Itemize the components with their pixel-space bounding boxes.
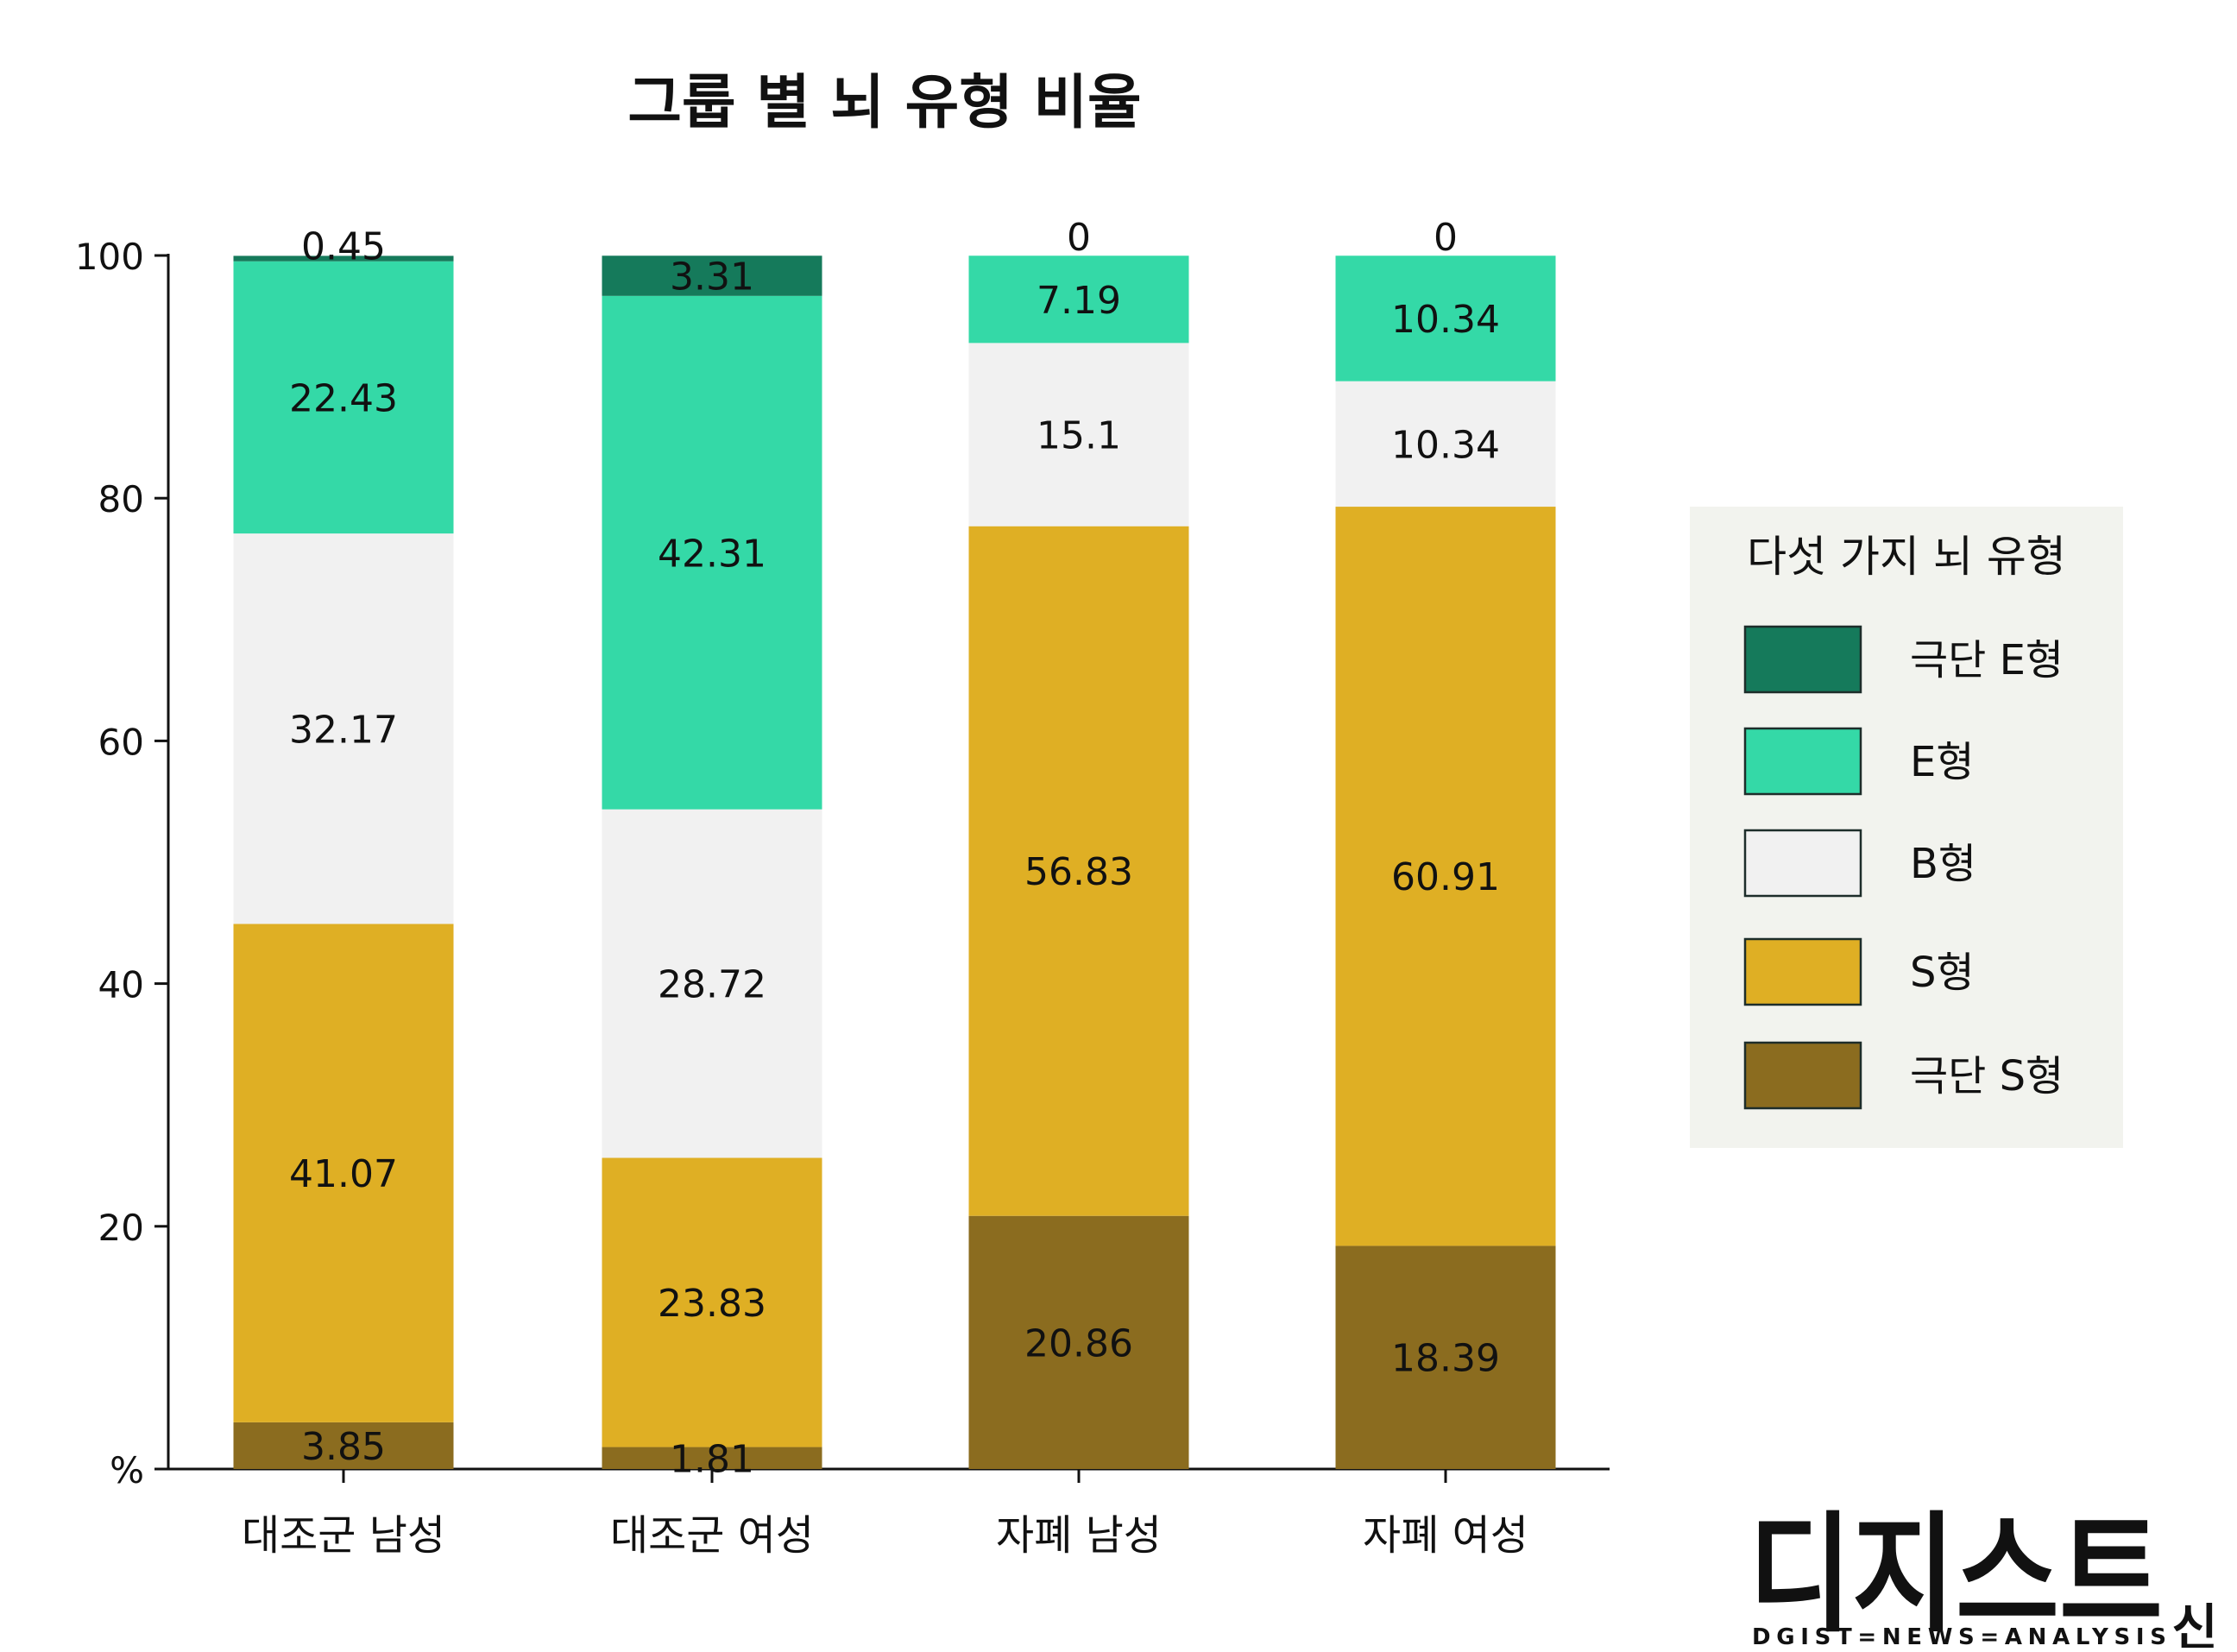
bar-segment xyxy=(1335,255,1556,381)
logo-tagline: DGIST=NEWS=ANALYSIS xyxy=(1752,1624,2166,1648)
legend-swatch xyxy=(1743,1041,1862,1110)
bar-segment xyxy=(233,924,454,1422)
bar-segment xyxy=(602,295,822,810)
bar-segment xyxy=(968,343,1189,526)
bar-value-label: 60.91 xyxy=(1391,855,1500,899)
bar-value-label: 22.43 xyxy=(289,376,398,420)
legend-label: E형 xyxy=(1910,738,1975,786)
y-tick-label: 100 xyxy=(75,236,144,278)
bar-segment xyxy=(1335,1245,1556,1469)
bar-value-label: 18.39 xyxy=(1391,1337,1500,1381)
bar-value-label: 3.31 xyxy=(670,255,754,300)
bar-segment xyxy=(233,533,454,924)
bar-segment xyxy=(968,526,1189,1216)
logo-wordmark: 디지스트 xyxy=(1749,1500,2163,1648)
bar-segment xyxy=(602,809,822,1158)
y-tick-label: 80 xyxy=(98,478,144,520)
logo-side-text: 신문 xyxy=(2161,1601,2220,1648)
x-tick-label: 대조군 남성 xyxy=(242,1511,445,1560)
bar-segment xyxy=(968,255,1189,344)
bar-value-label: 41.07 xyxy=(289,1152,398,1196)
legend-label: S형 xyxy=(1910,949,1975,997)
bar-value-label: 28.72 xyxy=(658,963,766,1007)
bar-segment xyxy=(602,255,822,296)
bar-value-label: 0 xyxy=(1434,216,1458,260)
publisher-logo: 디지스트 신문 DGIST=NEWS=ANALYSIS xyxy=(1749,1500,2220,1652)
bar-value-label: 56.83 xyxy=(1024,850,1133,894)
bars xyxy=(233,255,1556,1469)
y-tick-label: 60 xyxy=(98,721,144,763)
legend-label: 극단 S형 xyxy=(1910,1052,2064,1100)
y-tick-label: 40 xyxy=(98,964,144,1006)
chart-title: 그룹 별 뇌 유형 비율 xyxy=(627,69,1141,137)
bar-value-label: 7.19 xyxy=(1037,279,1121,323)
legend-label: 극단 E형 xyxy=(1910,636,2064,684)
legend-swatch xyxy=(1743,829,1862,898)
x-axis-tick-labels: 대조군 남성 대조군 여성 자폐 남성 자폐 여성 xyxy=(242,1469,1528,1560)
bar-segment xyxy=(233,261,454,534)
legend-title: 다섯 가지 뇌 유형 xyxy=(1747,532,2066,582)
bar-segment xyxy=(602,1157,822,1447)
legend-swatch xyxy=(1743,727,1862,796)
bar-value-label: 15.1 xyxy=(1037,414,1121,458)
y-tick-label: 20 xyxy=(98,1207,144,1249)
bar-value-label: 20.86 xyxy=(1024,1321,1133,1365)
bar-segment xyxy=(968,1215,1189,1469)
legend-swatch xyxy=(1743,625,1862,694)
bar-value-label: 10.34 xyxy=(1391,298,1500,342)
bar-segment xyxy=(602,1447,822,1469)
bar-value-label: 3.85 xyxy=(301,1425,386,1469)
x-tick-label: 대조군 여성 xyxy=(610,1511,814,1560)
bar-value-label: 0.45 xyxy=(301,224,386,268)
bar-segment xyxy=(1335,381,1556,508)
bar-value-label: 32.17 xyxy=(289,708,398,752)
y-tick-label: % xyxy=(110,1449,144,1491)
bar-value-label: 10.34 xyxy=(1391,423,1500,467)
legend-label: B형 xyxy=(1910,840,1976,888)
bar-value-label: 42.31 xyxy=(658,532,766,576)
bar-value-labels: 3.8541.0732.1722.430.451.8123.8328.7242.… xyxy=(289,216,1500,1481)
x-tick-label: 자폐 여성 xyxy=(1363,1511,1528,1560)
legend-background xyxy=(1690,507,2123,1148)
bar-value-label: 23.83 xyxy=(658,1282,766,1326)
bar-segment xyxy=(233,1422,454,1469)
bar-segment xyxy=(233,255,454,262)
bar-segment xyxy=(1335,507,1556,1246)
legend-swatch xyxy=(1743,937,1862,1006)
x-tick-label: 자폐 남성 xyxy=(996,1511,1162,1560)
bar-value-label: 0 xyxy=(1067,216,1091,260)
